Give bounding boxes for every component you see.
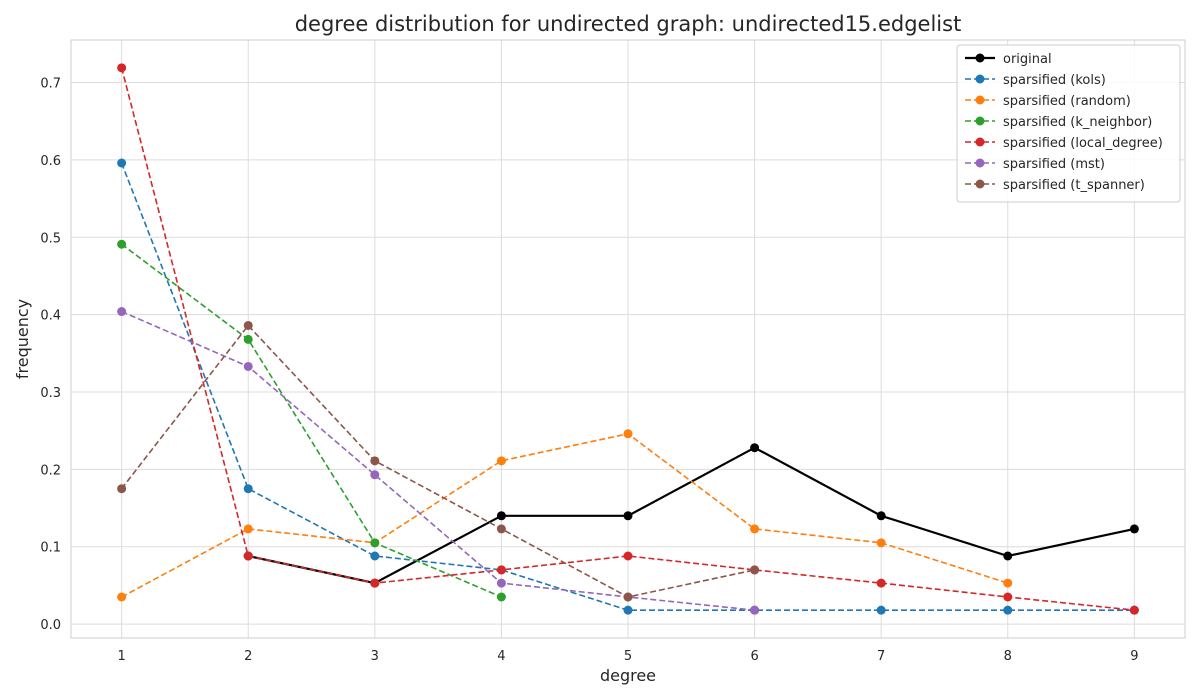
data-point bbox=[496, 578, 506, 588]
data-point bbox=[117, 307, 127, 317]
y-tick-label: 0.4 bbox=[40, 309, 61, 324]
series-line bbox=[120, 324, 755, 598]
data-point bbox=[1003, 605, 1013, 615]
data-point bbox=[1003, 578, 1013, 588]
data-point bbox=[370, 551, 380, 561]
data-point bbox=[243, 524, 253, 534]
x-tick-label: 4 bbox=[497, 649, 505, 664]
plot-area-frame bbox=[70, 39, 1186, 639]
series-line bbox=[121, 310, 755, 611]
legend-entry: original bbox=[965, 52, 1052, 67]
data-point bbox=[623, 551, 633, 561]
legend-marker bbox=[975, 53, 985, 63]
data-point bbox=[750, 524, 760, 534]
data-point bbox=[243, 320, 253, 330]
legend-label: sparsified (kols) bbox=[1003, 73, 1106, 88]
y-axis-label: frequency bbox=[13, 299, 32, 379]
data-point bbox=[370, 456, 380, 466]
series-layer bbox=[117, 63, 1139, 615]
data-point bbox=[117, 63, 127, 73]
data-point bbox=[1129, 605, 1139, 615]
data-point bbox=[496, 565, 506, 575]
series-line bbox=[121, 432, 1009, 598]
legend-entry: sparsified (local_degree) bbox=[965, 136, 1163, 151]
legend-label: sparsified (local_degree) bbox=[1003, 136, 1163, 151]
y-tick-label: 0.1 bbox=[40, 541, 61, 556]
legend-marker bbox=[975, 95, 985, 105]
y-tick-label: 0.6 bbox=[40, 154, 61, 169]
data-point bbox=[117, 592, 127, 602]
legend-marker bbox=[975, 116, 985, 126]
data-point bbox=[243, 361, 253, 371]
data-point bbox=[623, 429, 633, 439]
data-point bbox=[243, 484, 253, 494]
data-point bbox=[496, 592, 506, 602]
series-line bbox=[247, 446, 1135, 585]
legend-entry: sparsified (kols) bbox=[965, 73, 1106, 88]
data-point bbox=[876, 605, 886, 615]
x-tick-label: 8 bbox=[1004, 649, 1012, 664]
data-point bbox=[876, 511, 886, 521]
legend-entry: sparsified (random) bbox=[965, 94, 1131, 109]
x-tick-label: 9 bbox=[1130, 649, 1138, 664]
legend-marker bbox=[975, 74, 985, 84]
data-point bbox=[623, 605, 633, 615]
data-point bbox=[876, 538, 886, 548]
legend-entry: sparsified (mst) bbox=[965, 157, 1105, 172]
series-sparsified-t-spanner bbox=[117, 320, 760, 602]
x-axis-label: degree bbox=[600, 666, 656, 685]
x-tick-label: 2 bbox=[244, 649, 252, 664]
data-point bbox=[370, 578, 380, 588]
legend-marker bbox=[975, 137, 985, 147]
data-point bbox=[750, 605, 760, 615]
axis-ticks: 1 2 3 4 5 6 7 8 9 0.0 0.1 0.2 0.3 0.4 0.5 0.6 0.7 bbox=[40, 77, 1138, 664]
data-point bbox=[370, 538, 380, 548]
grid-lines bbox=[71, 40, 1185, 638]
data-point bbox=[1003, 551, 1013, 561]
series-line bbox=[120, 162, 1135, 612]
y-tick-label: 0.7 bbox=[40, 77, 61, 92]
chart-title: degree distribution for undirected graph… bbox=[295, 12, 962, 36]
x-tick-label: 7 bbox=[877, 649, 885, 664]
data-point bbox=[243, 551, 253, 561]
x-tick-label: 3 bbox=[371, 649, 379, 664]
data-point bbox=[496, 456, 506, 466]
y-tick-label: 0.0 bbox=[40, 618, 61, 633]
y-tick-label: 0.5 bbox=[40, 231, 61, 246]
data-point bbox=[1129, 524, 1139, 534]
legend: original sparsified (kols) sparsified (ran… bbox=[956, 44, 1181, 203]
data-point bbox=[750, 565, 760, 575]
legend-marker bbox=[975, 179, 985, 189]
legend-label: original bbox=[1003, 52, 1052, 67]
data-point bbox=[117, 239, 127, 249]
data-point bbox=[370, 470, 380, 480]
data-point bbox=[876, 578, 886, 588]
data-point bbox=[243, 334, 253, 344]
series-original bbox=[243, 443, 1139, 588]
data-point bbox=[496, 524, 506, 534]
legend-entry: sparsified (t_spanner) bbox=[965, 178, 1145, 193]
legend-label: sparsified (k_neighbor) bbox=[1003, 115, 1152, 130]
data-point bbox=[1003, 592, 1013, 602]
data-point bbox=[623, 511, 633, 521]
data-point bbox=[117, 158, 127, 168]
legend-marker bbox=[975, 158, 985, 168]
legend-label: sparsified (mst) bbox=[1003, 157, 1105, 172]
x-tick-label: 5 bbox=[624, 649, 632, 664]
series-line bbox=[120, 67, 1135, 611]
legend-entry: sparsified (k_neighbor) bbox=[965, 115, 1152, 130]
x-tick-label: 1 bbox=[117, 649, 125, 664]
legend-label: sparsified (random) bbox=[1003, 94, 1131, 109]
y-tick-label: 0.3 bbox=[40, 386, 61, 401]
y-tick-label: 0.2 bbox=[40, 463, 61, 478]
legend-label: sparsified (t_spanner) bbox=[1003, 178, 1145, 193]
x-tick-label: 6 bbox=[750, 649, 758, 664]
data-point bbox=[496, 511, 506, 521]
data-point bbox=[750, 443, 760, 453]
series-sparsified-k-neighbor bbox=[117, 239, 506, 602]
data-point bbox=[117, 484, 127, 494]
data-point bbox=[623, 592, 633, 602]
legend-box bbox=[956, 44, 1181, 203]
